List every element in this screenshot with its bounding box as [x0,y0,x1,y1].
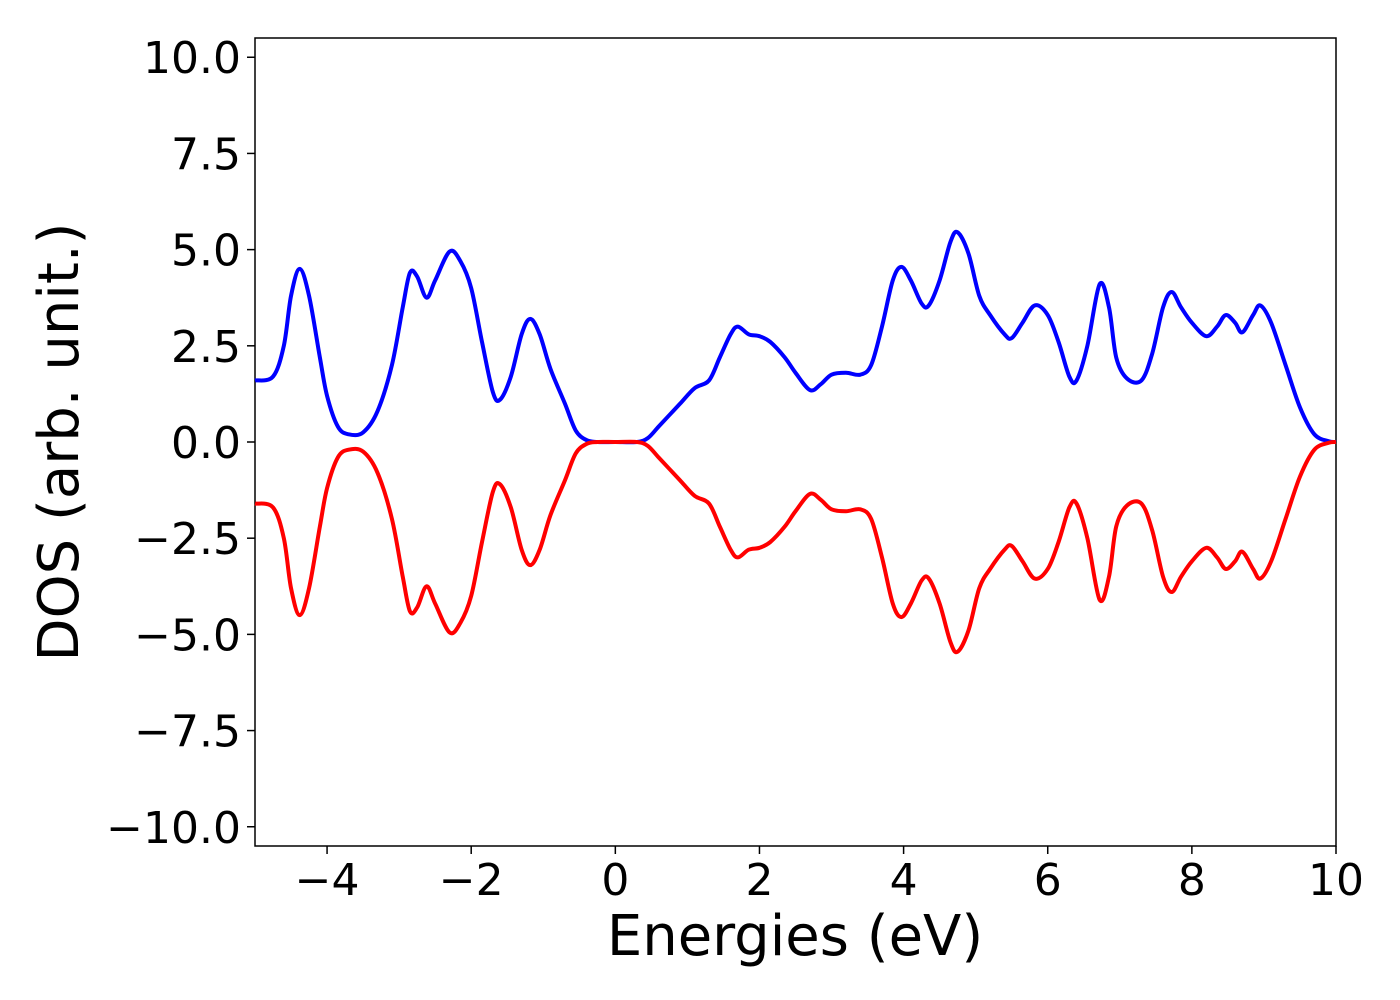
y-tick-label: −2.5 [134,514,241,565]
plot-frame [254,37,1337,847]
y-axis-label: DOS (arb. unit.) [27,222,92,661]
x-axis-label: Energies (eV) [607,904,983,969]
x-tick-label: −4 [295,855,360,906]
y-tick-label: 2.5 [171,322,241,373]
x-tick-label: 2 [745,855,773,906]
x-tick-label: 0 [601,855,629,906]
x-tick-label: 10 [1308,855,1364,906]
dos-line [254,439,1337,655]
y-tick-label: −7.5 [134,707,241,758]
y-tick-label: 0.0 [171,418,241,469]
x-tick-label: 8 [1178,855,1206,906]
dos-line [254,229,1337,445]
y-tick-label: −10.0 [106,803,241,854]
y-tick-label: −5.0 [134,610,241,661]
y-tick-label: 10.0 [143,33,241,84]
x-tick-label: 4 [890,855,918,906]
x-tick-label: −2 [439,855,504,906]
y-tick-label: 5.0 [171,226,241,277]
x-tick-label: 6 [1034,855,1062,906]
y-tick-label: 7.5 [171,129,241,180]
